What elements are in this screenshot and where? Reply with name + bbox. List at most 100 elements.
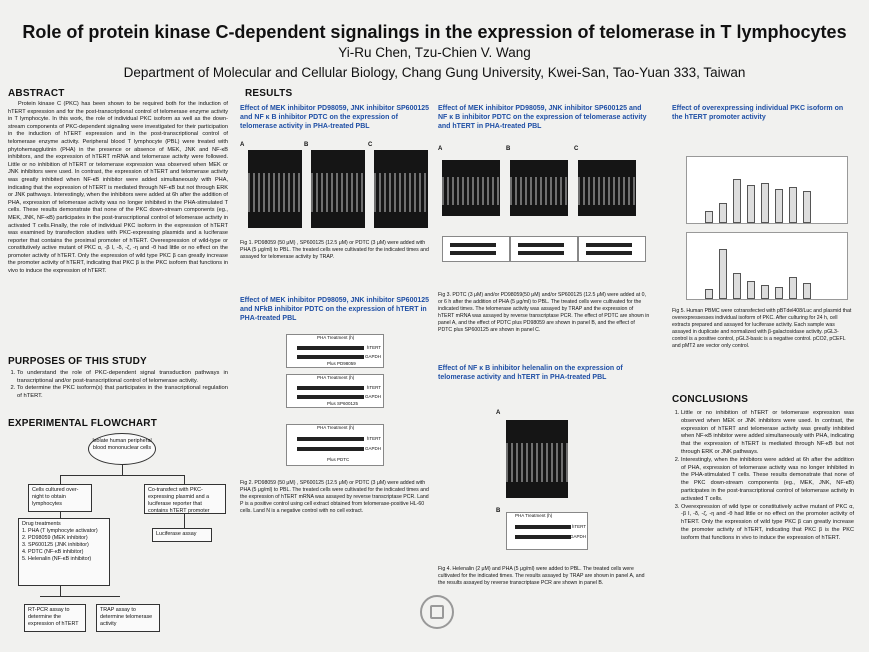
blot-band	[585, 251, 632, 255]
flow-connector	[60, 512, 61, 518]
blot-band	[517, 251, 564, 255]
gel-label: hTERT	[366, 345, 381, 350]
conclusions-heading: CONCLUSIONS	[672, 394, 749, 405]
blot-band	[449, 251, 496, 255]
chart-bar	[733, 273, 741, 299]
affiliation: Department of Molecular and Cellular Bio…	[123, 65, 746, 80]
panel-label: A	[240, 142, 245, 148]
blot-band	[585, 243, 632, 247]
flow-start: Isolate human peripheral blood mononucle…	[88, 433, 156, 465]
rtpcr-blot	[578, 236, 646, 262]
fig2-title: Effect of MEK inhibitor PD98059, JNK inh…	[240, 297, 430, 322]
gel-image	[248, 150, 302, 228]
panel-label: B	[496, 508, 501, 514]
panel-label: A	[438, 146, 443, 152]
panel-label: B	[506, 146, 511, 152]
fig2-caption: Fig 2. PD98059 (50 μM) , SP600125 (12.5 …	[240, 480, 429, 514]
flow-drugs: Drug treatments 1. PHA (T lymphocyte act…	[18, 518, 110, 586]
luciferase-chart	[686, 156, 848, 224]
chart-bar	[705, 289, 713, 299]
rtpcr-blot: PHA Treatment (h) hTERT GAPDH Plus PDTC	[286, 424, 384, 466]
flow-connector	[122, 465, 123, 475]
flow-connector	[60, 586, 61, 596]
gel-label: GAPDH	[364, 446, 381, 451]
rtpcr-blot	[442, 236, 510, 262]
blot-caption: Plus PD98059	[327, 361, 356, 366]
rtpcr-blot: PHA Treatment (h) hTERT GAPDH	[506, 512, 588, 550]
blot-band	[296, 395, 364, 399]
rtpcr-blot: PHA Treatment (h) hTERT GAPDH Plus SP600…	[286, 374, 384, 408]
blot-band	[296, 346, 364, 350]
conclusion-item: Overexpression of wild type or constitut…	[681, 504, 854, 543]
gel-label: GAPDH	[364, 354, 381, 359]
chart-bar	[719, 249, 727, 299]
flow-connector	[60, 475, 185, 476]
gel-image	[510, 160, 568, 216]
flow-transfect: Co-transfect with PKC-expressing plasmid…	[144, 484, 226, 514]
gel-image	[442, 160, 500, 216]
blot-band	[515, 535, 571, 539]
chart-bar	[733, 179, 741, 223]
purpose-item: To understand the role of PKC-dependent …	[17, 370, 228, 385]
blot-band	[296, 355, 364, 359]
drug-item: 5. Helenalin (NF-κB inhibitor)	[22, 556, 92, 562]
luciferase-chart	[686, 232, 848, 300]
flow-connector	[40, 596, 120, 597]
blot-band	[296, 447, 364, 451]
chart-bar	[761, 285, 769, 299]
chart-bar	[719, 203, 727, 223]
abstract-text: Protein kinase C (PKC) has been shown to…	[8, 101, 228, 275]
fig5-caption: Fig 5. Human PBMC were cotransfected wit…	[672, 308, 852, 349]
fig3-title: Effect of MEK inhibitor PD98059, JNK inh…	[438, 105, 647, 130]
results-heading: RESULTS	[245, 88, 293, 99]
chart-bar	[747, 281, 755, 299]
poster-title: Role of protein kinase C-dependent signa…	[22, 22, 847, 42]
gel-image	[311, 150, 365, 228]
blot-header: PHA Treatment (h)	[515, 513, 553, 518]
chart-bar	[775, 189, 783, 223]
blot-band	[296, 386, 364, 390]
purposes-list: To understand the role of PKC-dependent …	[8, 370, 228, 400]
gel-label: hTERT	[366, 436, 381, 441]
gel-label: GAPDH	[569, 534, 586, 539]
fig4-title: Effect of NF κ B inhibitor helenalin on …	[438, 365, 623, 381]
chart-bar	[761, 183, 769, 223]
flow-connector	[184, 475, 185, 484]
chart-bar	[789, 187, 797, 223]
fig1-title: Effect of MEK inhibitor PD98059, JNK inh…	[240, 105, 430, 130]
fig5-title: Effect of overexpressing individual PKC …	[672, 105, 844, 121]
purpose-item: To determine the PKC isoform(s) that par…	[17, 385, 228, 400]
chart-bar	[705, 211, 713, 223]
panel-label: C	[574, 146, 579, 152]
flow-trap: TRAP assay to determine telomerase activ…	[96, 604, 160, 632]
panel-label: A	[496, 410, 501, 416]
blot-header: PHA Treatment (h)	[317, 375, 355, 380]
flowchart-heading: EXPERIMENTAL FLOWCHART	[8, 418, 158, 429]
panel-label: C	[368, 142, 373, 148]
drug-item: 2. PD98059 (MEK inhibitor)	[22, 535, 88, 541]
chart-bar	[747, 185, 755, 223]
gel-label: hTERT	[366, 385, 381, 390]
chart-bar	[803, 283, 811, 299]
drug-item: 1. PHA (T lymphocyte activator)	[22, 528, 98, 534]
gel-image	[578, 160, 636, 216]
blot-band	[449, 243, 496, 247]
chart-bar	[789, 277, 797, 299]
conclusions-list: Little or no inhibition of hTERT or telo…	[672, 410, 854, 543]
fig3-caption: Fig 3. PDTC (3 μM) and/or PD98059(50 μM)…	[438, 292, 650, 333]
blot-band	[515, 525, 571, 529]
university-logo	[420, 595, 454, 629]
conclusion-item: Interestingly, when the inhibitors were …	[681, 457, 854, 504]
gel-label: hTERT	[571, 524, 586, 529]
blot-caption: Plus PDTC	[327, 457, 350, 462]
fig1-caption: Fig 1. PD98059 (50 μM) , SP600125 (12.5 …	[240, 240, 429, 260]
drug-item: 3. SP600125 (JNK inhibitor)	[22, 542, 89, 548]
fig4-caption: Fig 4. Helenalin (2 μM) and PHA (5 μg/ml…	[438, 566, 645, 586]
flow-rtpcr: RT-PCR assay to determine the expression…	[24, 604, 86, 632]
blot-band	[296, 437, 364, 441]
blot-caption: Plus SP600125	[327, 401, 359, 406]
flow-luciferase: Luciferase assay	[152, 528, 212, 542]
rtpcr-blot	[510, 236, 578, 262]
gel-image	[506, 420, 568, 498]
